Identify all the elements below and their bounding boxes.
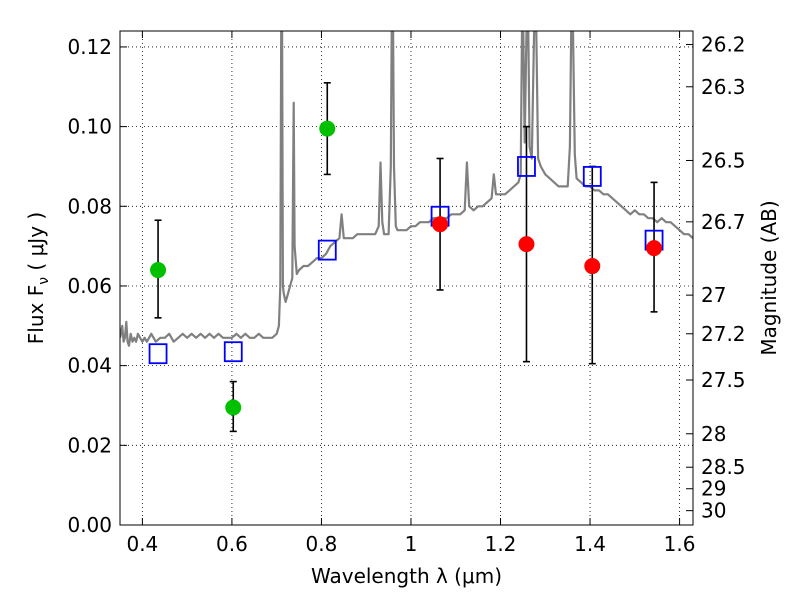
x-axis-label: Wavelength λ (μm) [311, 564, 502, 588]
model-point [148, 343, 168, 365]
right-tick-label: 27 [701, 283, 726, 307]
right-tick-label: 26.7 [701, 210, 746, 234]
spectrum-line [120, 31, 693, 347]
plot-frame [119, 30, 694, 526]
red-point [646, 240, 663, 257]
y-tick-label: 0.08 [67, 194, 112, 218]
x-tick-label: 0.4 [126, 532, 158, 556]
y-tick-label: 0.02 [67, 433, 112, 457]
right-tick-label: 26.2 [701, 33, 746, 57]
right-tick-label: 28.5 [701, 455, 746, 479]
x-tick-label: 0.8 [306, 532, 338, 556]
red-point [432, 216, 449, 233]
right-tick-label: 27.5 [701, 368, 746, 392]
red-point [518, 236, 535, 253]
x-tick-label: 1.4 [574, 532, 606, 556]
right-tick-label: 27.2 [701, 322, 746, 346]
green-point [319, 120, 336, 137]
model-point [317, 239, 337, 261]
model-point [582, 166, 602, 187]
y-tick-label: 0.04 [67, 354, 112, 378]
data-points [148, 81, 664, 433]
y-tick-label: 0.06 [67, 274, 112, 298]
model-point [517, 156, 536, 177]
axis-ticks: 0.4 0.6 0.8 1 1.2 1.4 1.6 0.00 0.02 0.04 0.06 0.08 0… [67, 31, 746, 556]
right-tick-label: 29 [701, 477, 726, 501]
x-tick-label: 1.6 [664, 532, 696, 556]
y-axis-label: Flux Fν ( μJy ) [24, 212, 52, 344]
grid [120, 31, 693, 526]
right-axis-label: Magnitude (AB) [757, 200, 781, 355]
green-point [150, 262, 167, 279]
y-axis-label-unit: ( μJy ) [24, 212, 48, 277]
y-axis-label-main: Flux F [24, 285, 48, 344]
y-tick-label: 0.00 [67, 513, 112, 537]
right-tick-label: 26.5 [701, 148, 746, 172]
x-tick-label: 0.6 [216, 532, 248, 556]
model-point [223, 341, 243, 363]
x-tick-label: 1.2 [485, 532, 517, 556]
right-tick-label: 26.3 [701, 75, 746, 99]
y-tick-label: 0.10 [67, 115, 112, 139]
plot-area [120, 31, 693, 347]
y-axis-label-subscript: ν [36, 277, 52, 285]
red-point [584, 258, 601, 275]
y-tick-label: 0.12 [67, 35, 112, 59]
right-tick-label: 28 [701, 422, 726, 446]
green-point [225, 399, 242, 416]
right-tick-label: 30 [701, 499, 726, 523]
x-tick-label: 1 [405, 532, 418, 556]
